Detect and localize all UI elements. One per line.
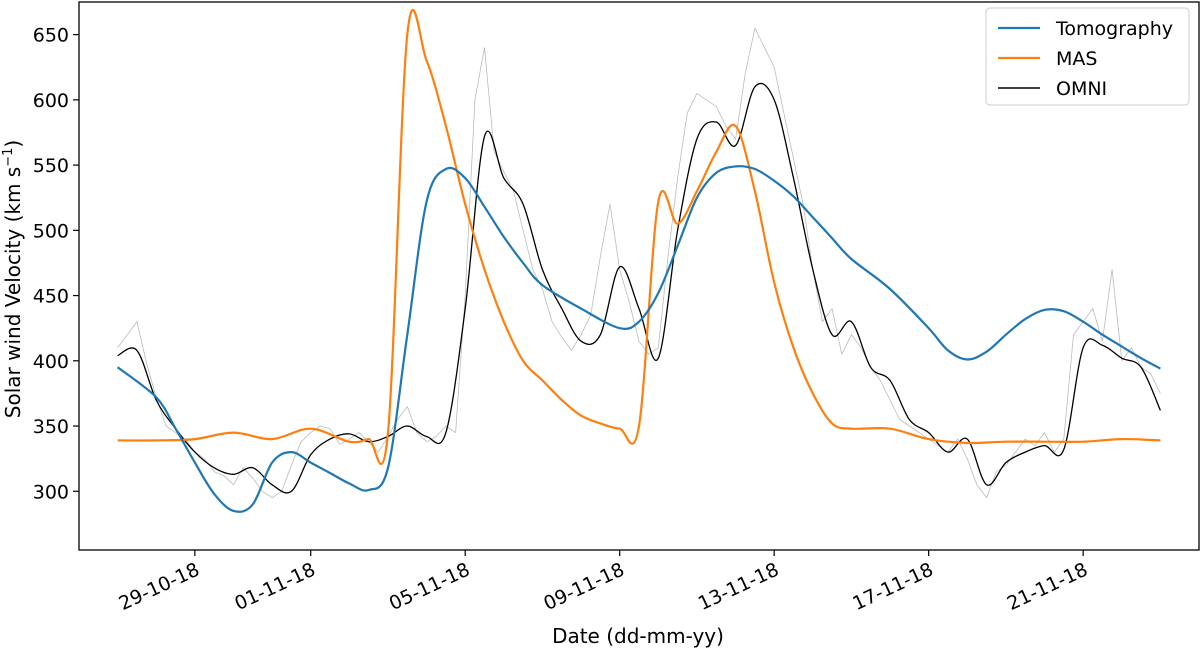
legend-label-tomography: Tomography — [1055, 18, 1173, 40]
x-tick-label: 09-11-18 — [540, 559, 627, 615]
series-line-omni — [117, 82, 1161, 494]
x-axis-label: Date (dd-mm-yy) — [552, 624, 724, 648]
y-tick-label: 500 — [33, 220, 69, 242]
series-line-mas — [117, 8, 1161, 466]
y-tick-label: 350 — [33, 416, 69, 438]
y-tick-label: 550 — [33, 155, 69, 177]
x-tick-label: 05-11-18 — [386, 559, 473, 615]
y-tick-label: 450 — [33, 286, 69, 308]
y-tick-label: 300 — [33, 481, 69, 503]
y-axis-label-main: Solar wind Velocity (km s — [1, 167, 25, 418]
series-line-tomography — [116, 165, 1161, 513]
y-tick-label: 600 — [33, 90, 69, 112]
x-tick-label: 01-11-18 — [231, 559, 318, 615]
y-tick-label: 650 — [33, 25, 69, 47]
y-axis-label-close: ) — [1, 140, 25, 148]
y-axis-label: Solar wind Velocity (km s−1) — [1, 140, 25, 418]
plot-frame — [78, 1, 1200, 551]
legend-label-omni: OMNI — [1056, 78, 1107, 100]
y-axis-label-superscript: −1 — [1, 148, 16, 167]
y-tick-label: 400 — [33, 351, 69, 373]
series-line-omni-raw — [117, 27, 1161, 499]
x-tick-label: 21-11-18 — [1004, 559, 1091, 615]
x-tick-label: 17-11-18 — [849, 559, 936, 615]
y-axis-label-group: Solar wind Velocity (km s−1) — [1, 140, 25, 418]
ticks-layer: 300 350 400 450 500 550 600 650 29-10-18 01-11-18… — [33, 25, 1092, 615]
axes-layer — [78, 1, 1200, 551]
legend: Tomography MAS OMNI — [985, 7, 1190, 106]
x-tick-label: 13-11-18 — [695, 559, 782, 615]
x-tick-label: 29-10-18 — [116, 559, 203, 615]
series-layer — [116, 8, 1161, 513]
legend-label-mas: MAS — [1056, 48, 1097, 70]
legend-box — [985, 7, 1190, 106]
